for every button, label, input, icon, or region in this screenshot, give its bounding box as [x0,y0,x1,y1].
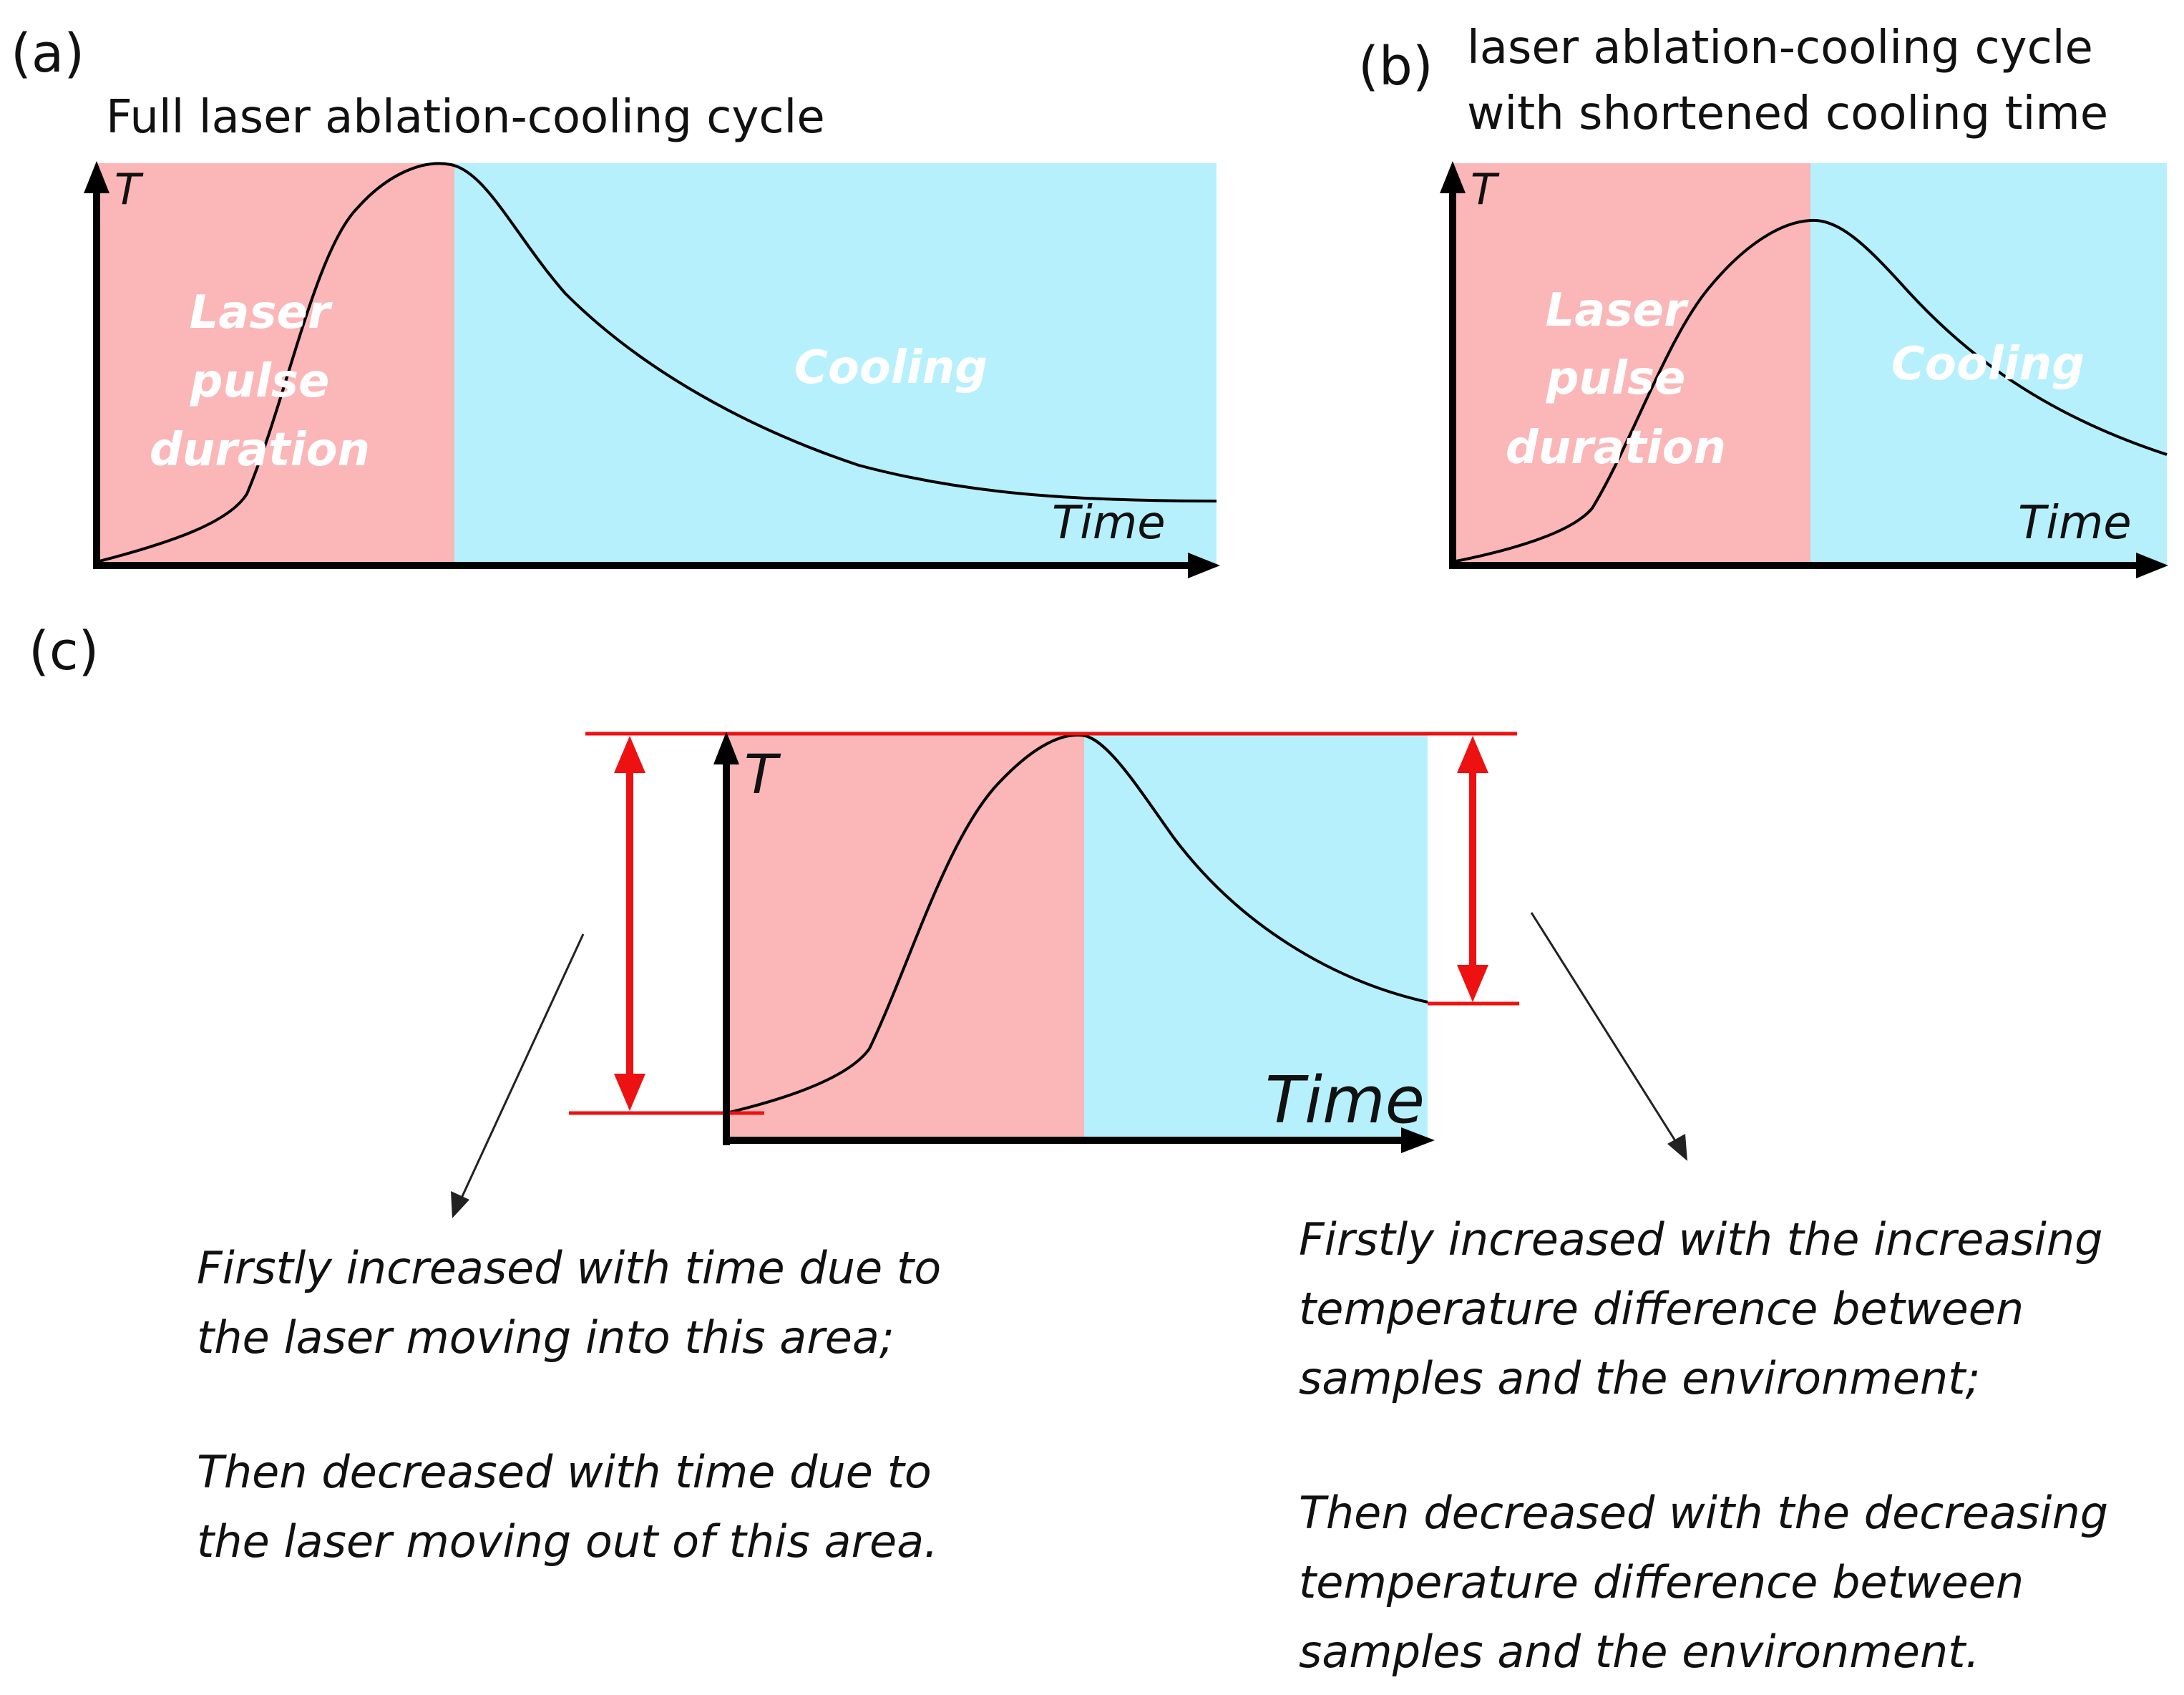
laser-label-b-line3: duration [1506,422,1726,475]
left-note-line4: the laser moving out of this area. [197,1515,938,1568]
cooling-region-c [1084,734,1428,1140]
y-axis-label-b: T [1471,165,1500,215]
laser-region-c [726,734,1084,1140]
left-note-line2: the laser moving into this area; [197,1311,894,1364]
left-note-line3: Then decreased with time due to [197,1446,932,1498]
panel-title-a: Full laser ablation-cooling cycle [106,91,825,144]
right-note-line2: temperature difference between [1299,1283,2024,1335]
temperature-curve-b [1452,218,2168,563]
right-note-line1: Firstly increased with the increasing [1299,1213,2102,1266]
x-axis-label-b: Time [2018,497,2132,550]
panel-title-b-line1: laser ablation-cooling cycle [1467,21,2093,74]
y-axis-label-a: T [114,165,144,215]
laser-label-a-line1: Laser [189,286,332,339]
laser-region-a [97,163,454,565]
x-axis-arrow-a [1188,553,1220,578]
range-marker-left [569,732,1517,1115]
panel-letter-a: (a) [11,23,84,84]
cooling-label-a: Cooling [794,341,988,394]
panel-letter-b: (b) [1358,36,1433,97]
range-marker-right [1428,736,1519,1006]
panel-c: (c) T Time [29,621,2108,1678]
pointer-arrow-left [451,933,585,1218]
x-axis-label-a: Time [1052,497,1166,550]
cooling-label-b: Cooling [1891,338,2085,391]
temperature-curve-a [96,162,1217,563]
right-note-line3: samples and the environment; [1299,1352,1980,1404]
y-axis-arrow-b [1440,161,1466,193]
y-axis-arrow-c [713,732,739,764]
x-axis-arrow-c [1401,1127,1435,1153]
pointer-arrow-right [1530,912,1687,1161]
y-axis-arrow-a [84,161,109,193]
laser-label-b-line1: Laser [1545,284,1688,337]
panel-a: Laser pulse duration Cooling T Time (a) … [11,23,1220,578]
x-axis-arrow-b [2136,553,2168,578]
y-axis-label-c: T [744,742,781,806]
laser-region-b [1453,163,1810,565]
laser-label-b-line2: pulse [1546,352,1686,405]
right-note-line5: temperature difference between [1299,1556,2024,1608]
temperature-curve-c [726,733,1428,1114]
right-note: Firstly increased with the increasing te… [1299,1213,2108,1678]
right-note-line4: Then decreased with the decreasing [1299,1487,2108,1539]
x-axis-label-c: Time [1265,1063,1425,1138]
panel-title-b-line2: with shortened cooling time [1467,87,2108,140]
panel-letter-c: (c) [29,621,99,682]
laser-label-a-line2: pulse [190,355,330,408]
panel-b: Laser pulse duration Cooling T Time (b) … [1358,21,2168,578]
left-note: Firstly increased with time due to the l… [197,1242,941,1568]
right-note-line6: samples and the environment. [1299,1626,1979,1678]
laser-label-a-line3: duration [150,424,370,477]
left-note-line1: Firstly increased with time due to [197,1242,941,1294]
